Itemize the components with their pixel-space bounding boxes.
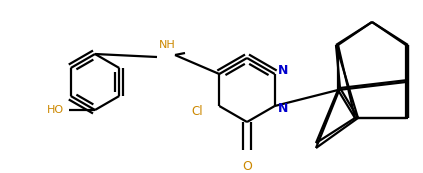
Text: N: N: [277, 65, 288, 78]
Text: NH: NH: [159, 40, 176, 50]
Text: N: N: [277, 102, 288, 116]
Text: Cl: Cl: [192, 104, 203, 117]
Text: O: O: [242, 160, 252, 173]
Text: HO: HO: [47, 105, 64, 115]
